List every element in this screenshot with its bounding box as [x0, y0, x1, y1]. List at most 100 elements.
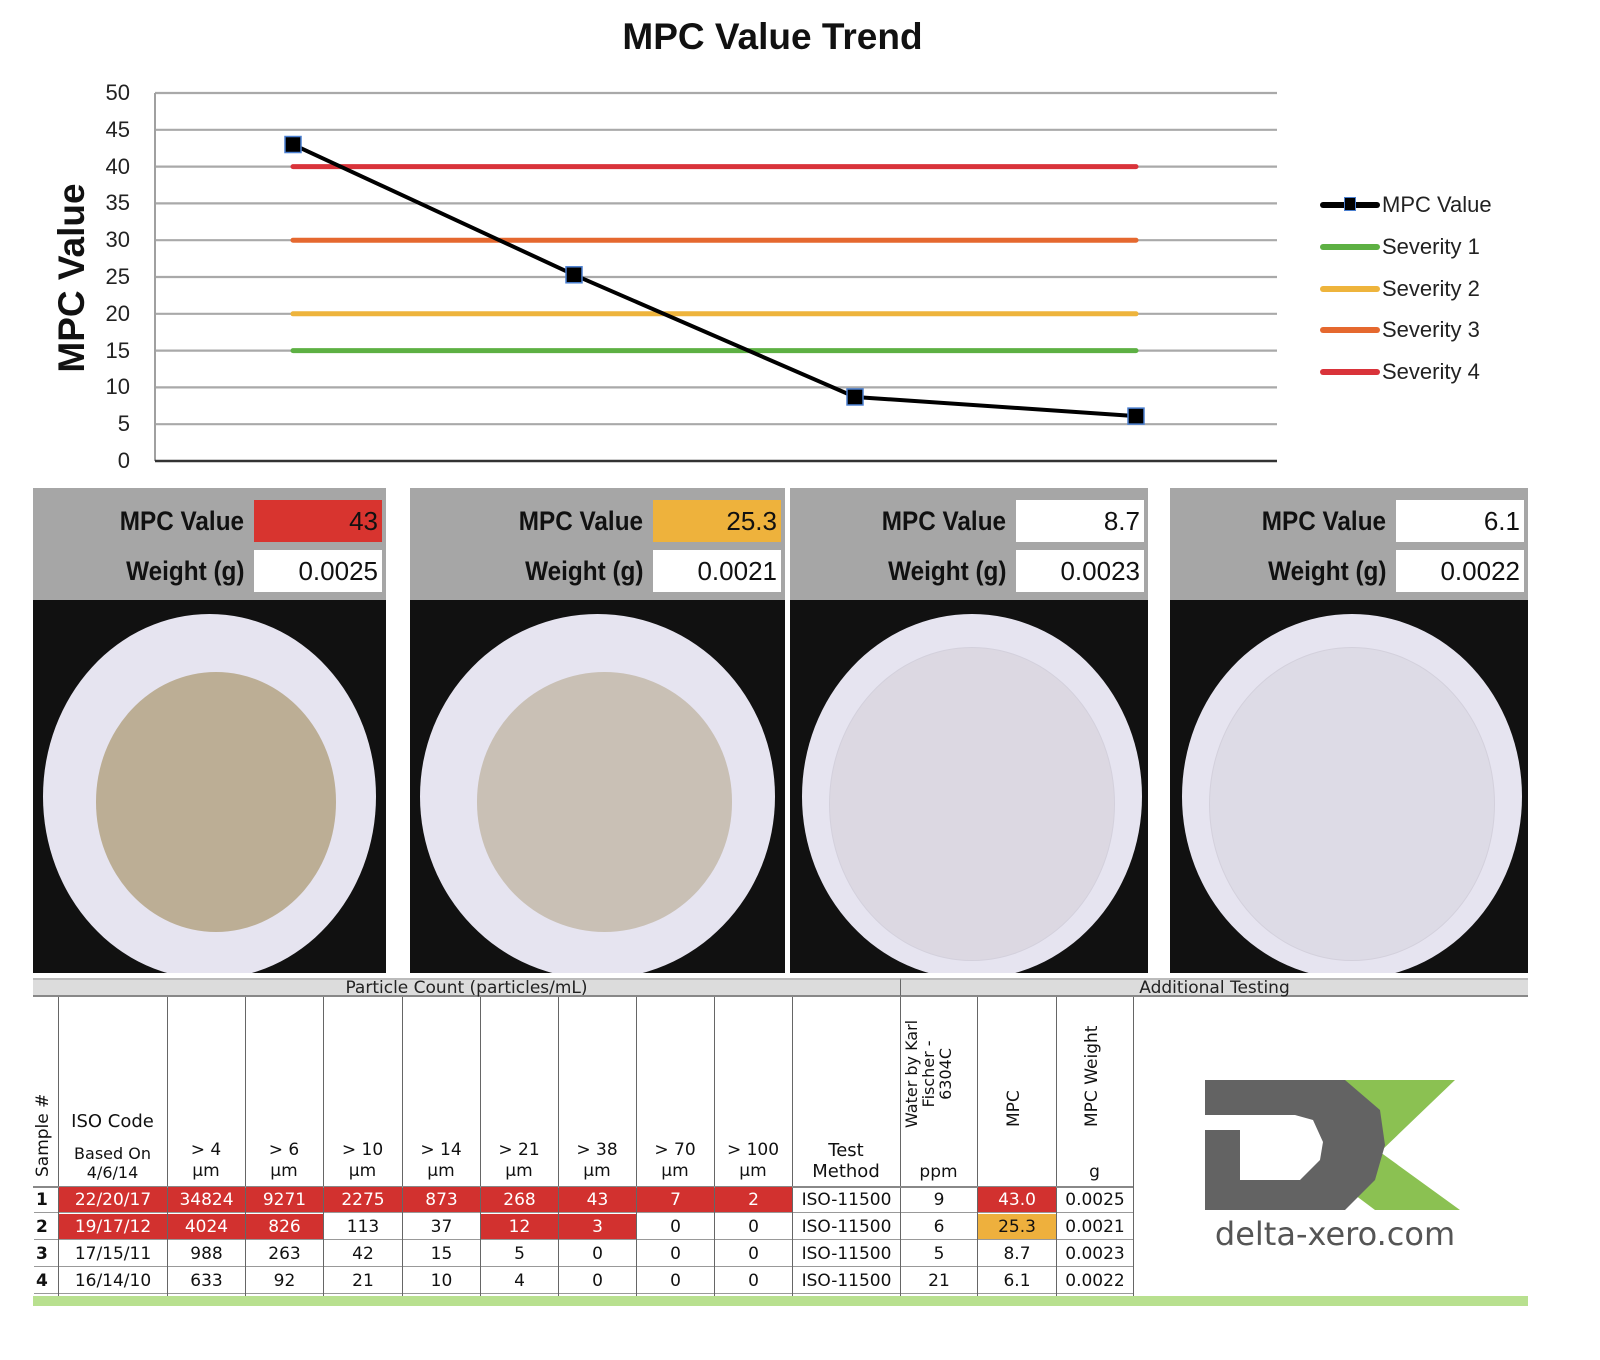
y-tick-label: 0: [117, 448, 130, 473]
sample-panel: MPC Value 8.7 Weight (g) 0.0023: [790, 488, 1148, 973]
filter-patch-image: [1170, 600, 1528, 973]
header-size-10: > 10 µm: [341, 1140, 384, 1181]
cell-mpc: 25.3: [978, 1214, 1056, 1240]
column-divider: [900, 997, 901, 1297]
cell-particle-count: 2275: [324, 1187, 402, 1213]
y-tick-label: 40: [105, 153, 130, 179]
cell-mpc-weight: 0.0021: [1057, 1214, 1133, 1240]
filter-membrane-icon: [802, 614, 1142, 973]
mpc-value-row: MPC Value 43: [106, 500, 382, 542]
legend-line-icon: [1320, 327, 1380, 333]
weight-field: 0.0023: [1016, 550, 1144, 592]
cell-particle-count: 0: [559, 1268, 636, 1294]
sample-panel: MPC Value 25.3 Weight (g) 0.0021: [410, 488, 785, 973]
cell-mpc-weight: 0.0023: [1057, 1241, 1133, 1267]
column-divider: [1133, 997, 1134, 1297]
group-header-particle-count: Particle Count (particles/mL): [33, 978, 900, 997]
cell-mpc-weight: 0.0025: [1057, 1187, 1133, 1213]
sample-panel: MPC Value 43 Weight (g) 0.0025: [33, 488, 386, 973]
column-divider: [792, 997, 793, 1297]
legend-item: Severity 2: [1320, 275, 1480, 303]
cell-test-method: ISO-11500: [793, 1187, 900, 1213]
chart-title: MPC Value Trend: [622, 16, 923, 57]
y-tick-label: 20: [105, 300, 130, 326]
cell-mpc: 43.0: [978, 1187, 1056, 1213]
header-size-38: > 38 µm: [576, 1140, 618, 1181]
cell-test-method: ISO-11500: [793, 1268, 900, 1294]
cell-mpc: 6.1: [978, 1268, 1056, 1294]
header-iso-code: ISO Code: [71, 1111, 154, 1132]
cell-test-method: ISO-11500: [793, 1241, 900, 1267]
weight-label: Weight (g): [524, 555, 643, 586]
weight-row: Weight (g) 0.0021: [512, 550, 781, 592]
cell-particle-count: 0: [559, 1241, 636, 1267]
cell-particle-count: 633: [168, 1268, 245, 1294]
cell-particle-count: 43: [559, 1187, 636, 1213]
cell-particle-count: 12: [481, 1214, 558, 1240]
mpc-value-label: MPC Value: [1261, 505, 1386, 536]
logo-text: delta-xero.com: [1214, 1215, 1456, 1253]
cell-particle-count: 113: [324, 1214, 402, 1240]
legend-label: Severity 2: [1382, 276, 1480, 301]
legend-line-icon: [1320, 244, 1380, 250]
y-tick-label: 25: [105, 264, 130, 289]
header-size-14: > 14 µm: [420, 1140, 462, 1181]
cell-water-ppm: 5: [901, 1241, 977, 1267]
mpc-value-field: 43: [254, 500, 382, 542]
y-tick-label: 10: [105, 374, 130, 400]
mpc-value-line: [292, 142, 1137, 419]
cell-water-ppm: 9: [901, 1187, 977, 1213]
column-divider: [245, 997, 246, 1297]
y-tick-label: 5: [117, 411, 130, 437]
cell-sample-number: 3: [34, 1241, 58, 1267]
column-divider: [480, 997, 481, 1297]
column-divider: [714, 997, 715, 1297]
header-mpc: MPC: [1004, 1090, 1024, 1127]
cell-iso-code: 19/17/12: [59, 1214, 167, 1240]
filter-patch-deposit: [1209, 646, 1495, 961]
legend-label: Severity 3: [1382, 317, 1480, 342]
chart-plot-area: [154, 91, 1277, 463]
legend-item: Severity 1: [1320, 233, 1480, 261]
y-tick-label: 35: [105, 190, 130, 216]
column-divider: [167, 997, 168, 1297]
mpc-value-row: MPC Value 6.1: [1248, 500, 1524, 542]
filter-patch-deposit: [96, 672, 337, 932]
cell-particle-count: 4: [481, 1268, 558, 1294]
group-header-particle-count-text: Particle Count (particles/mL): [345, 978, 588, 998]
cell-particle-count: 988: [168, 1241, 245, 1267]
legend-item: Severity 3: [1320, 316, 1480, 344]
column-divider: [1056, 997, 1057, 1297]
column-divider: [636, 997, 637, 1297]
filter-patch-deposit: [829, 646, 1115, 961]
cell-particle-count: 21: [324, 1268, 402, 1294]
header-water-karl-fischer: Water by Karl Fischer - 6304C: [902, 1019, 955, 1128]
legend-line-marker-icon: [1320, 197, 1380, 211]
cell-sample-number: 2: [34, 1214, 58, 1240]
group-header-additional-testing: Additional Testing: [900, 978, 1528, 997]
group-header-additional-testing-text: Additional Testing: [1139, 978, 1290, 998]
cell-particle-count: 0: [715, 1268, 792, 1294]
header-mpc-weight: MPC Weight: [1082, 1025, 1102, 1127]
column-divider: [402, 997, 403, 1297]
cell-particle-count: 4024: [168, 1214, 245, 1240]
weight-field: 0.0025: [254, 550, 382, 592]
legend-label: Severity 1: [1382, 234, 1480, 259]
cell-particle-count: 3: [559, 1214, 636, 1240]
cell-iso-code: 22/20/17: [59, 1187, 167, 1213]
header-size-100: > 100 µm: [726, 1140, 780, 1181]
cell-particle-count: 0: [715, 1214, 792, 1240]
cell-particle-count: 826: [246, 1214, 323, 1240]
cell-particle-count: 263: [246, 1241, 323, 1267]
filter-patch-image: [410, 600, 785, 973]
sample-panel: MPC Value 6.1 Weight (g) 0.0022: [1170, 488, 1528, 973]
header-iso-based-on: Based On 4/6/14: [74, 1144, 151, 1182]
header-mpc-weight-unit: g: [1089, 1162, 1100, 1182]
cell-particle-count: 5: [481, 1241, 558, 1267]
cell-sample-number: 4: [34, 1268, 58, 1294]
legend-item: Severity 4: [1320, 358, 1480, 386]
header-test-method: Test Method: [812, 1140, 880, 1182]
header-divider: [33, 1186, 1133, 1188]
legend-item: MPC Value: [1320, 191, 1492, 219]
header-size-21: > 21 µm: [498, 1140, 540, 1181]
